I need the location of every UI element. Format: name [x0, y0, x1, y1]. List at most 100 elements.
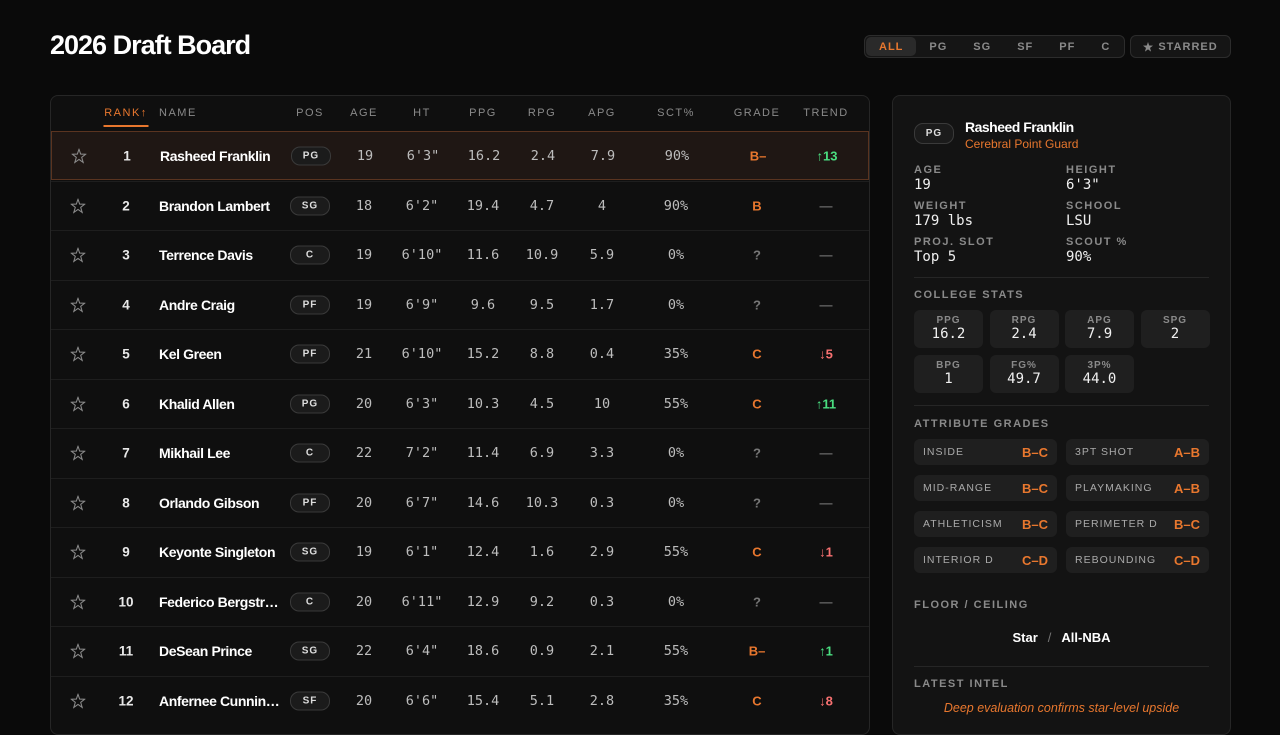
grade-label: INTERIOR D [923, 554, 994, 566]
filter-tab[interactable]: PF [1059, 40, 1076, 53]
apg: 5.9 [589, 247, 615, 263]
column-header[interactable]: GRADE [733, 107, 781, 119]
rank: 6 [122, 396, 130, 411]
height: 6'10" [401, 346, 443, 362]
position-pill: SG [290, 196, 330, 215]
info-label: HEIGHT [1066, 164, 1117, 176]
player-row[interactable]: 2 Brandon Lambert SG 18 6'2" 19.4 4.7 4 90% B — [51, 180, 869, 230]
player-row[interactable]: 3 Terrence Davis C 19 6'10" 11.6 10.9 5.9 0%? — [51, 230, 869, 279]
trend: — [819, 594, 833, 609]
age: 19 [355, 544, 373, 560]
column-header[interactable]: AGE [350, 107, 378, 119]
player-row[interactable]: 7 Mikhail Lee C 22 7'2" 11.4 6.9 3.3 0%? — [51, 428, 869, 477]
player-row[interactable]: 1 Rasheed Franklin PG 19 6'3" 16.2 2.4 7.9 90% B–… [51, 131, 869, 180]
apg: 0.3 [589, 494, 615, 511]
star-button[interactable] [70, 147, 88, 164]
player-row[interactable]: 6 Khalid Allen PG 20 6'3" 10.3 4.5 10 55% C ↑11 [51, 378, 869, 428]
star-button[interactable] [69, 395, 87, 412]
grade-chip: PERIMETER D B–C [1066, 511, 1209, 537]
grade-label: 3PT SHOT [1075, 446, 1135, 458]
filter-tab[interactable]: ALL [866, 37, 917, 56]
info-label: PROJ. SLOT [914, 236, 995, 248]
ppg: 18.6 [466, 643, 500, 659]
column-header[interactable]: RANK↑ [103, 107, 149, 127]
rpg: 9.2 [529, 593, 555, 610]
player-row[interactable]: 12 Anfernee Cunnin… SF 20 6'6" 15.4 5.1 2.8 35% C… [51, 675, 869, 725]
separator: / [1047, 630, 1052, 645]
column-header[interactable]: SCT% [657, 107, 695, 119]
stat-label: BPG [936, 360, 961, 371]
position-pill: SG [290, 641, 330, 661]
trend: ↓1 [819, 544, 833, 560]
star-button[interactable] [69, 246, 87, 263]
grade: ? [753, 495, 761, 510]
stat-label: FG% [1011, 360, 1037, 371]
ppg: 16.2 [467, 147, 501, 164]
stat-tile: SPG 2 [1140, 310, 1210, 348]
info-value: 19 [914, 177, 931, 193]
stat-label: RPG [1011, 315, 1037, 326]
scout-pct: 0% [667, 247, 685, 263]
stat-value: 1 [944, 371, 953, 387]
column-header[interactable]: RPG [527, 107, 557, 119]
apg: 10 [593, 395, 611, 412]
filter-tab[interactable]: SF [1017, 40, 1034, 53]
apg: 0.3 [589, 593, 615, 610]
info-value: 90% [1066, 249, 1092, 265]
grade-label: ATHLETICISM [923, 518, 1003, 530]
star-button[interactable] [69, 197, 87, 214]
player-row[interactable]: 5 Kel Green PF 21 6'10" 15.2 8.8 0.4 35% C ↓5 [51, 329, 869, 378]
star-button[interactable] [69, 296, 87, 313]
rank: 8 [122, 495, 130, 510]
player-row[interactable]: 8 Orlando Gibson PF 20 6'7" 14.6 10.3 0.3 0%? — [51, 477, 869, 527]
rank: 4 [122, 297, 130, 312]
rank: 9 [122, 544, 130, 560]
age: 20 [355, 593, 373, 610]
player-row[interactable]: 11 DeSean Prince SG 22 6'4" 18.6 0.9 2.1 55% B– ↑1 [51, 626, 869, 675]
filter-tab[interactable]: PG [929, 40, 948, 53]
position-pill: PG [290, 394, 330, 413]
column-header[interactable]: PPG [469, 107, 497, 119]
column-header[interactable]: NAME [159, 107, 197, 119]
player-row[interactable]: 10 Federico Bergstr… C 20 6'11" 12.9 9.2 0.3 0%?… [51, 576, 869, 626]
player-row[interactable]: 4 Andre Craig PF 19 6'9" 9.6 9.5 1.7 0%? — [51, 279, 869, 329]
player-name: Orlando Gibson [159, 494, 260, 511]
grade-value: B–C [1173, 516, 1200, 532]
trend: ↑11 [815, 396, 837, 411]
starred-button[interactable]: STARRED [1130, 35, 1231, 58]
trend: — [819, 445, 833, 461]
star-button[interactable] [69, 593, 87, 610]
ppg: 19.4 [466, 197, 500, 214]
star-button[interactable] [69, 543, 87, 560]
rank: 2 [122, 198, 130, 213]
star-button[interactable] [69, 692, 87, 709]
column-header[interactable]: TREND [803, 107, 849, 119]
filter-tab[interactable]: C [1101, 40, 1111, 53]
ppg: 10.3 [466, 395, 500, 412]
grade: B– [748, 643, 766, 659]
scout-pct: 0% [667, 494, 685, 511]
age: 20 [355, 692, 373, 709]
grade-chip: INTERIOR D C–D [914, 547, 1057, 573]
star-button[interactable] [69, 494, 87, 511]
column-header[interactable]: POS [296, 107, 324, 119]
stat-tile: BPG 1 [914, 355, 983, 393]
filter-tab[interactable]: SG [973, 40, 992, 53]
player-row[interactable]: 9 Keyonte Singleton SG 19 6'1" 12.4 1.6 2.9 55% C… [51, 527, 869, 576]
ppg: 12.9 [466, 593, 500, 610]
star-button[interactable] [69, 444, 87, 461]
grade-label: INSIDE [923, 446, 965, 458]
star-button[interactable] [69, 345, 87, 362]
grade: C [752, 693, 762, 708]
stat-label: SPG [1162, 315, 1188, 326]
star-button[interactable] [69, 642, 87, 659]
ppg: 14.6 [466, 494, 500, 511]
column-header[interactable]: HT [413, 107, 431, 119]
info-value: 179 lbs [914, 213, 974, 229]
star-icon [1143, 41, 1154, 52]
column-header[interactable]: APG [588, 107, 616, 119]
apg: 1.7 [589, 296, 615, 313]
grade: C [752, 544, 762, 560]
grade-value: B–C [1021, 516, 1048, 532]
player-name: Keyonte Singleton [159, 544, 276, 560]
